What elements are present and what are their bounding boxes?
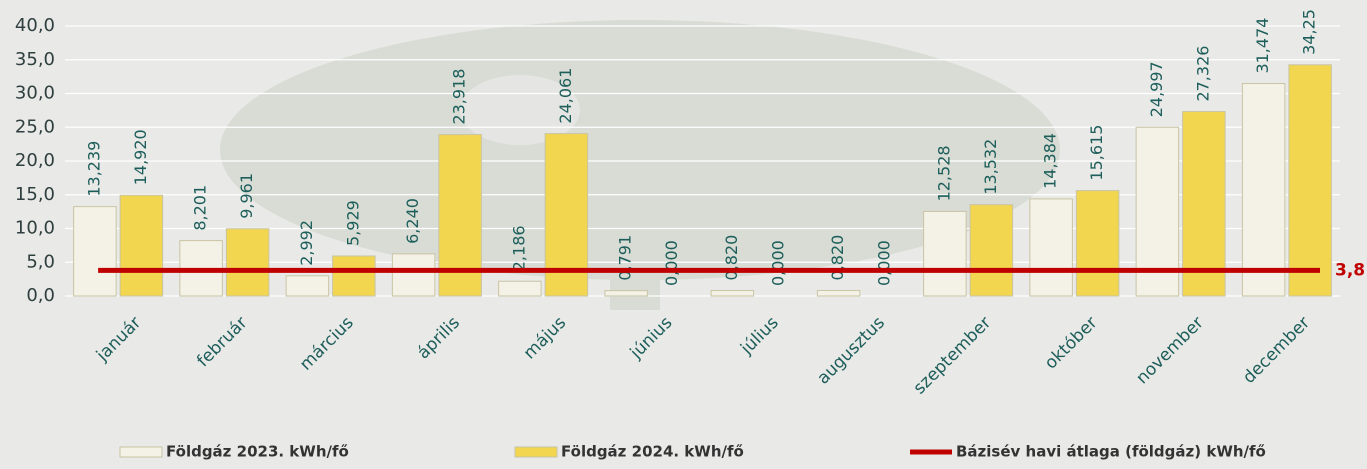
- bar: [120, 195, 163, 296]
- value-label: 0,000: [662, 240, 681, 286]
- bar: [817, 290, 860, 296]
- y-tick-label: 10,0: [15, 218, 55, 239]
- bar: [924, 211, 967, 296]
- value-label: 34,25: [1300, 9, 1319, 55]
- value-label: 24,997: [1147, 61, 1166, 117]
- value-label: 14,920: [131, 129, 150, 185]
- value-label: 0,791: [616, 235, 635, 281]
- bar: [74, 207, 117, 296]
- legend-swatch: [515, 447, 557, 457]
- y-tick-label: 25,0: [15, 116, 55, 137]
- value-label: 15,615: [1087, 125, 1106, 181]
- value-label: 12,528: [934, 145, 953, 201]
- value-label: 13,239: [84, 141, 103, 197]
- bar: [392, 254, 435, 296]
- value-label: 9,961: [237, 173, 256, 219]
- value-label: 27,326: [1193, 46, 1212, 102]
- baseline-label: 3,8: [1335, 260, 1365, 280]
- value-label: 13,532: [981, 139, 1000, 195]
- value-label: 6,240: [403, 198, 422, 244]
- bar: [286, 276, 329, 296]
- bar: [711, 290, 754, 296]
- y-tick-label: 15,0: [15, 184, 55, 205]
- bar: [226, 229, 269, 296]
- value-label: 31,474: [1253, 18, 1272, 74]
- value-label: 24,061: [556, 68, 575, 124]
- bar: [1242, 84, 1285, 296]
- bar: [499, 281, 542, 296]
- y-tick-label: 5,0: [26, 251, 55, 272]
- bar: [1076, 191, 1119, 296]
- bar: [1030, 199, 1073, 296]
- y-tick-label: 0,0: [26, 285, 55, 306]
- chart: 0,05,010,015,020,025,030,035,040,0január…: [0, 0, 1367, 469]
- value-label: 2,186: [509, 225, 528, 271]
- legend-swatch: [120, 447, 162, 457]
- legend-label: Földgáz 2024. kWh/fő: [561, 443, 744, 461]
- y-tick-label: 40,0: [15, 15, 55, 36]
- value-label: 8,201: [191, 185, 210, 231]
- bar: [333, 256, 376, 296]
- value-label: 14,384: [1041, 133, 1060, 189]
- legend-label: Bázisév havi átlaga (földgáz) kWh/fő: [956, 443, 1266, 461]
- value-label: 5,929: [343, 200, 362, 246]
- y-tick-label: 30,0: [15, 83, 55, 104]
- bar: [970, 205, 1013, 296]
- bar: [1289, 65, 1332, 296]
- value-label: 23,918: [450, 69, 469, 125]
- value-label: 2,992: [297, 220, 316, 266]
- y-tick-label: 20,0: [15, 150, 55, 171]
- y-tick-label: 35,0: [15, 49, 55, 70]
- value-label: 0,820: [722, 235, 741, 281]
- value-label: 0,000: [768, 240, 787, 286]
- value-label: 0,000: [875, 240, 894, 286]
- legend-label: Földgáz 2023. kWh/fő: [166, 443, 349, 461]
- bar: [605, 291, 648, 296]
- value-label: 0,820: [828, 235, 847, 281]
